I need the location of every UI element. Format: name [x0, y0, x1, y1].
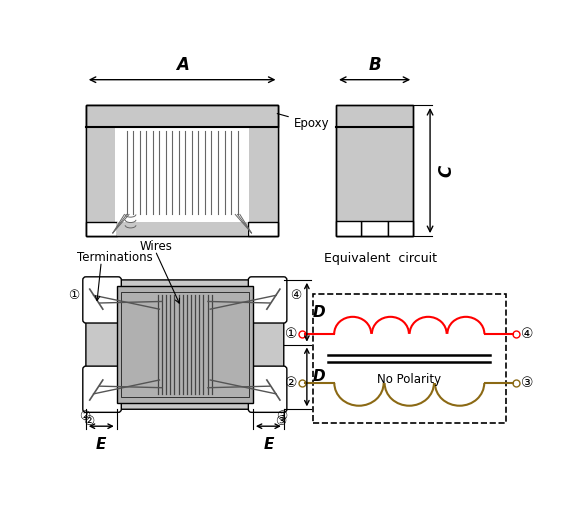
Text: ③: ③	[275, 415, 286, 428]
Bar	[117, 222, 248, 236]
Text: ③: ③	[276, 411, 288, 424]
Bar	[117, 286, 253, 403]
Text: ④: ④	[290, 289, 302, 302]
Text: ②: ②	[79, 411, 90, 424]
Text: B: B	[368, 56, 381, 74]
Bar	[115, 127, 249, 222]
Bar	[388, 221, 413, 236]
Text: Terminations: Terminations	[76, 251, 152, 264]
Text: C: C	[438, 164, 456, 177]
Bar	[86, 222, 117, 236]
Text: ①: ①	[285, 327, 298, 341]
Text: E: E	[263, 437, 273, 452]
Text: ①: ①	[68, 289, 79, 302]
Text: Equivalent  circuit: Equivalent circuit	[324, 252, 437, 265]
Text: ②: ②	[83, 415, 94, 428]
Text: D: D	[313, 305, 326, 320]
Text: A: A	[175, 56, 188, 74]
FancyBboxPatch shape	[83, 366, 121, 412]
Text: ③: ③	[521, 376, 533, 390]
Bar	[249, 127, 279, 222]
Bar	[336, 221, 361, 236]
Bar	[121, 292, 249, 397]
FancyBboxPatch shape	[83, 277, 121, 323]
Bar	[86, 105, 278, 236]
Bar	[86, 105, 278, 236]
FancyBboxPatch shape	[248, 366, 287, 412]
Bar	[86, 105, 278, 127]
Text: D: D	[313, 369, 326, 384]
FancyBboxPatch shape	[86, 280, 284, 410]
Bar	[361, 221, 388, 236]
Bar	[336, 105, 413, 236]
FancyBboxPatch shape	[248, 277, 287, 323]
Text: ④: ④	[521, 327, 533, 341]
Bar	[86, 127, 115, 222]
Bar	[248, 222, 279, 236]
Text: Wires: Wires	[140, 240, 173, 253]
Text: No Polarity: No Polarity	[377, 373, 441, 386]
Text: Epoxy: Epoxy	[277, 113, 329, 130]
Bar	[313, 294, 505, 423]
Text: E: E	[96, 437, 107, 452]
Text: ②: ②	[285, 376, 298, 390]
Bar	[336, 105, 413, 236]
